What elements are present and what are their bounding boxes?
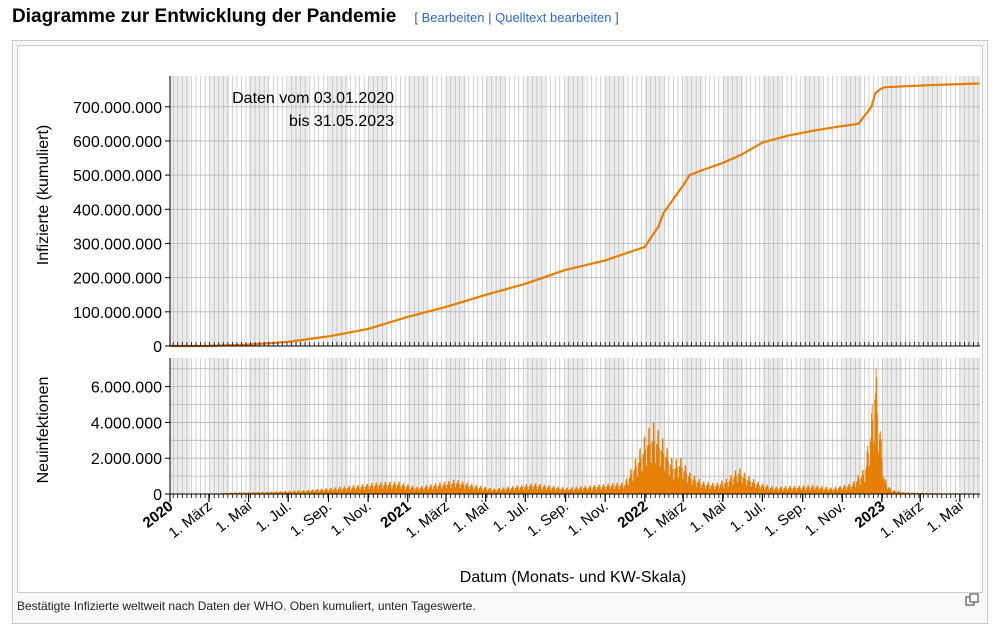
x-tick-label-month: 1. Sep. bbox=[524, 498, 572, 541]
x-tick-label-month: 1. Sep. bbox=[287, 498, 335, 541]
x-tick-label-month: 1. März bbox=[166, 498, 216, 542]
month-band bbox=[762, 76, 783, 346]
month-band bbox=[683, 76, 704, 346]
magnify-icon[interactable] bbox=[965, 593, 979, 607]
annotation-line-2: bis 31.05.2023 bbox=[289, 113, 394, 130]
month-band bbox=[920, 358, 941, 494]
top-y-tick-label: 300.000.000 bbox=[73, 236, 162, 253]
cumulative-infections-line bbox=[169, 82, 980, 348]
section-heading: Diagramme zur Entwicklung der Pandemie [… bbox=[12, 6, 619, 28]
month-band bbox=[762, 358, 783, 494]
month-band bbox=[644, 76, 665, 346]
month-band bbox=[328, 76, 348, 346]
x-tick-label-month: 1. Mai bbox=[449, 498, 492, 537]
month-band bbox=[802, 76, 823, 346]
month-band bbox=[802, 358, 823, 494]
month-band bbox=[722, 76, 743, 346]
month-band bbox=[842, 358, 862, 494]
month-band bbox=[208, 76, 230, 346]
month-band bbox=[446, 358, 467, 494]
x-tick-label-month: 1. März bbox=[640, 498, 690, 542]
month-band bbox=[565, 76, 586, 346]
month-band bbox=[881, 76, 903, 346]
month-band bbox=[288, 358, 309, 494]
month-band bbox=[248, 76, 269, 346]
edit-bracket-close: ] bbox=[615, 10, 619, 25]
month-band bbox=[842, 76, 862, 346]
x-tick-label-month: 1. Mai bbox=[212, 498, 255, 537]
x-tick-label-month: 1. Sep. bbox=[761, 498, 809, 541]
edit-separator: | bbox=[488, 10, 492, 25]
x-tick-label-month: 1. Mai bbox=[687, 498, 730, 537]
top-y-axis-label: Infizierte (kumuliert) bbox=[35, 125, 52, 265]
month-band bbox=[605, 358, 625, 494]
month-band bbox=[170, 76, 191, 346]
top-plot-grid bbox=[170, 76, 980, 347]
month-band bbox=[565, 358, 586, 494]
top-plot-area bbox=[169, 82, 980, 348]
figure-thumbnail: 0 100.000.000 200.000.000 300.000.000 400.00… bbox=[12, 40, 988, 624]
top-y-tick-label: 500.000.000 bbox=[73, 168, 162, 185]
top-y-tick-label: 400.000.000 bbox=[73, 202, 162, 219]
edit-section-links: [ Bearbeiten | Quelltext bearbeiten ] bbox=[414, 10, 618, 25]
bottom-y-tick-label: 4.000.000 bbox=[91, 415, 162, 432]
bottom-y-tick-label: 0 bbox=[153, 487, 162, 504]
month-band bbox=[525, 76, 546, 346]
x-tick-label-month: 1. Mai bbox=[924, 498, 967, 537]
top-y-tick-label: 200.000.000 bbox=[73, 271, 162, 288]
bottom-plot-grid bbox=[170, 358, 980, 495]
x-tick-label-month: 1. Nov. bbox=[802, 498, 849, 540]
figure-caption: Bestätigte Infizierte weltweit nach Date… bbox=[17, 599, 476, 613]
edit-link[interactable]: Bearbeiten bbox=[421, 10, 485, 25]
month-band bbox=[407, 358, 428, 494]
bottom-y-tick-label: 2.000.000 bbox=[91, 451, 162, 468]
month-band bbox=[485, 76, 506, 346]
top-y-tick-label: 100.000.000 bbox=[73, 305, 162, 322]
x-tick-label-month: 1. März bbox=[877, 498, 927, 542]
month-band bbox=[208, 358, 230, 494]
edit-bracket-open: [ bbox=[414, 10, 418, 25]
month-band bbox=[881, 358, 903, 494]
top-y-tick-label: 0 bbox=[153, 339, 162, 356]
month-band bbox=[328, 358, 348, 494]
section-title: Diagramme zur Entwicklung der Pandemie bbox=[12, 6, 397, 27]
top-y-tick-label: 600.000.000 bbox=[73, 134, 162, 151]
month-band bbox=[605, 76, 625, 346]
x-tick-label-month: 1. Nov. bbox=[328, 498, 375, 540]
month-band bbox=[959, 358, 980, 494]
month-band bbox=[525, 358, 546, 494]
x-tick-label-month: 1. März bbox=[403, 498, 453, 542]
month-band bbox=[920, 76, 941, 346]
month-band bbox=[485, 358, 506, 494]
bottom-y-axis-label: Neuinfektionen bbox=[35, 377, 52, 484]
bottom-plot-area bbox=[170, 368, 980, 494]
bottom-y-tick-label: 6.000.000 bbox=[91, 380, 162, 397]
month-band bbox=[446, 76, 467, 346]
chart-frame[interactable]: 0 100.000.000 200.000.000 300.000.000 400.00… bbox=[17, 45, 983, 593]
month-band bbox=[683, 358, 704, 494]
pandemic-chart: 0 100.000.000 200.000.000 300.000.000 400.00… bbox=[35, 76, 980, 586]
x-axis-label: Datum (Monats- und KW-Skala) bbox=[460, 569, 686, 586]
top-y-tick-label: 700.000.000 bbox=[73, 100, 162, 117]
month-band bbox=[170, 358, 191, 494]
month-band bbox=[248, 358, 269, 494]
x-tick-label-month: 1. Nov. bbox=[565, 498, 612, 540]
month-band bbox=[407, 76, 428, 346]
month-band bbox=[288, 76, 309, 346]
annotation-line-1: Daten vom 03.01.2020 bbox=[232, 90, 394, 107]
edit-source-link[interactable]: Quelltext bearbeiten bbox=[495, 10, 612, 25]
month-band bbox=[959, 76, 980, 346]
